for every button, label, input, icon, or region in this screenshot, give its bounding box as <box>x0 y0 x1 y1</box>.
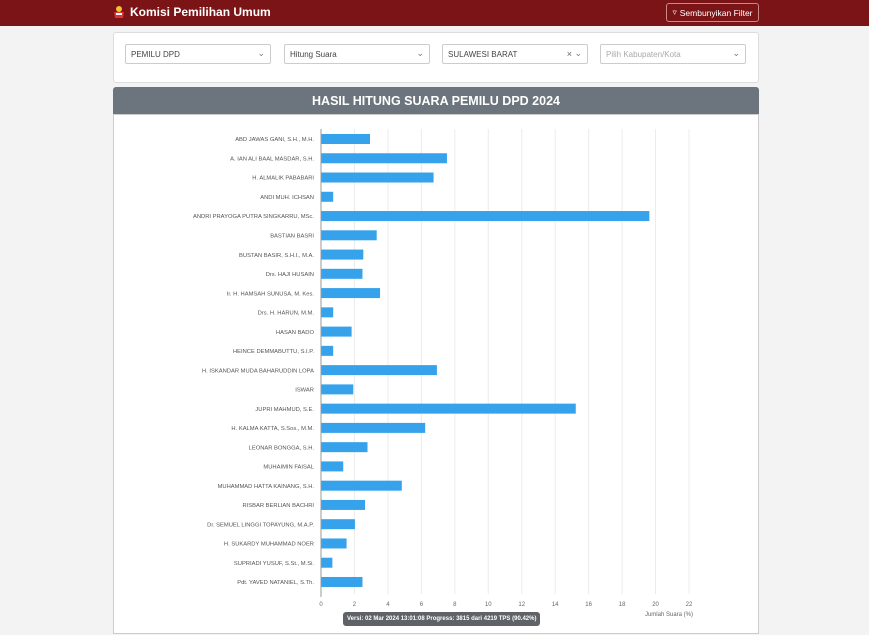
bar <box>321 172 434 183</box>
x-tick-label: 22 <box>686 602 693 608</box>
version-text: Versi: 02 Mar 2024 13:01:08 Progress: 38… <box>347 616 537 622</box>
bar <box>321 288 381 299</box>
filter-icon: ▿ <box>672 7 677 17</box>
panel-title-text: HASIL HITUNG SUARA PEMILU DPD 2024 <box>312 93 560 108</box>
bar <box>321 134 371 144</box>
province-value: SULAWESI BARAT <box>448 49 518 59</box>
category-label: JUPRI MAHMUD, S.E. <box>255 407 314 413</box>
category-label: BASTIAN BASRI <box>270 234 314 240</box>
x-tick-label: 18 <box>619 602 626 608</box>
clear-icon[interactable]: × <box>566 49 572 59</box>
x-tick-label: 2 <box>353 602 357 608</box>
category-label: ISWAR <box>295 388 314 394</box>
category-label: MUHAMMAD HATTA KAINANG, S.H. <box>218 484 315 490</box>
category-label: H. KALMA KATTA, S.Sos., M.M. <box>231 426 314 432</box>
category-label: HASAN BADO <box>276 330 315 336</box>
bar <box>321 422 426 433</box>
hide-filter-button[interactable]: ▿ Sembunyikan Filter <box>666 3 759 22</box>
category-label: HEINCE DEMMABUTTU, S.I.P. <box>233 349 314 355</box>
bar <box>321 403 576 414</box>
app-title: Komisi Pemilihan Umum <box>130 5 271 19</box>
top-navbar: Komisi Pemilihan Umum ▿ Sembunyikan Filt… <box>0 0 869 26</box>
bar <box>321 326 352 337</box>
category-label: LEONAR BONGGA, S.H. <box>249 445 315 451</box>
province-select[interactable]: SULAWESI BARAT × ⌄ <box>442 44 588 64</box>
category-label: BUSTAN BASIR, S.H.I., M.A. <box>239 253 314 259</box>
bar <box>321 480 402 491</box>
bar <box>321 345 334 356</box>
x-tick-label: 8 <box>453 602 457 608</box>
category-label: H. SUKARDY MUHAMMAD NOER <box>224 542 314 548</box>
bar <box>321 230 377 241</box>
version-tooltip: Versi: 02 Mar 2024 13:01:08 Progress: 38… <box>343 612 541 626</box>
bar <box>321 211 650 222</box>
x-tick-label: 20 <box>652 602 659 608</box>
bar <box>321 307 334 318</box>
category-label: MUHAIMIN FAISAL <box>263 465 314 471</box>
panel-title: HASIL HITUNG SUARA PEMILU DPD 2024 <box>113 87 759 114</box>
category-label: Drs. H. HARUN, M.M. <box>258 311 315 317</box>
bar <box>321 442 368 453</box>
x-tick-label: 16 <box>585 602 592 608</box>
category-label: Ir. H. HAMSAH SUNUSA, M. Kes. <box>227 291 315 297</box>
x-tick-label: 14 <box>552 602 559 608</box>
x-tick-label: 0 <box>319 602 323 608</box>
regency-placeholder: Pilih Kabupaten/Kota <box>606 49 681 59</box>
category-label: ANDI MUH. ICHSAN <box>260 195 314 201</box>
chevron-down-icon: ⌄ <box>574 48 582 58</box>
bar <box>321 365 437 376</box>
category-label: H. ALMALIK PABABARI <box>252 176 314 182</box>
bar <box>321 461 344 472</box>
bar <box>321 557 333 568</box>
mode-select[interactable]: Hitung Suara ⌄ <box>284 44 430 64</box>
election-value: PEMILU DPD <box>131 49 180 59</box>
bar <box>321 191 334 202</box>
category-label: Dr. SEMUEL LINGGI TOPAYUNG, M.A.P. <box>207 522 314 528</box>
kpu-logo-icon <box>114 6 124 18</box>
chevron-down-icon: ⌄ <box>416 48 424 58</box>
bar <box>321 519 355 530</box>
bar <box>321 153 447 164</box>
regency-select[interactable]: Pilih Kabupaten/Kota ⌄ <box>600 44 746 64</box>
bar <box>321 268 363 279</box>
category-label: Pdt. YAVED NATANIEL, S.Th. <box>237 580 314 586</box>
brand[interactable]: Komisi Pemilihan Umum <box>113 5 271 19</box>
bar-chart: 0 2 4 6 8 10 12 14 16 18 20 22 ABD JAWAS GANI, S.H.,… <box>193 129 693 618</box>
category-label: RISBAR BERLIAN BACHRI <box>242 503 314 509</box>
x-tick-label: 6 <box>420 602 424 608</box>
chevron-down-icon: ⌄ <box>257 48 265 58</box>
bar <box>321 499 365 510</box>
category-label: ABD JAWAS GANI, S.H., M.H. <box>235 137 314 143</box>
x-tick-label: 12 <box>518 602 525 608</box>
bar <box>321 538 347 549</box>
x-axis-label: Jumlah Suara (%) <box>645 612 693 618</box>
x-tick-label: 4 <box>386 602 390 608</box>
category-label: ANDRI PRAYOGA PUTRA SINGKARRU, MSc. <box>193 214 314 220</box>
category-label: Drs. HAJI HUSAIN <box>266 272 314 278</box>
hide-filter-label: Sembunyikan Filter <box>679 7 753 18</box>
election-select[interactable]: PEMILU DPD ⌄ <box>125 44 271 64</box>
category-label: SUPRIADI YUSUF, S.St., M.Si. <box>234 561 314 567</box>
x-tick-label: 10 <box>485 602 492 608</box>
category-label: A. IAN ALI BAAL MASDAR, S.H. <box>230 156 314 162</box>
bar <box>321 249 364 260</box>
category-label: H. ISKANDAR MUDA BAHARUDDIN LOPA <box>202 368 314 374</box>
filter-card: PEMILU DPD ⌄ Hitung Suara ⌄ SULAWESI BAR… <box>113 32 759 83</box>
bar <box>321 384 354 395</box>
mode-value: Hitung Suara <box>290 49 337 59</box>
chevron-down-icon: ⌄ <box>732 48 740 58</box>
bar <box>321 576 363 587</box>
chart-panel: 0 2 4 6 8 10 12 14 16 18 20 22 ABD JAWAS GANI, S.H.,… <box>113 114 759 634</box>
